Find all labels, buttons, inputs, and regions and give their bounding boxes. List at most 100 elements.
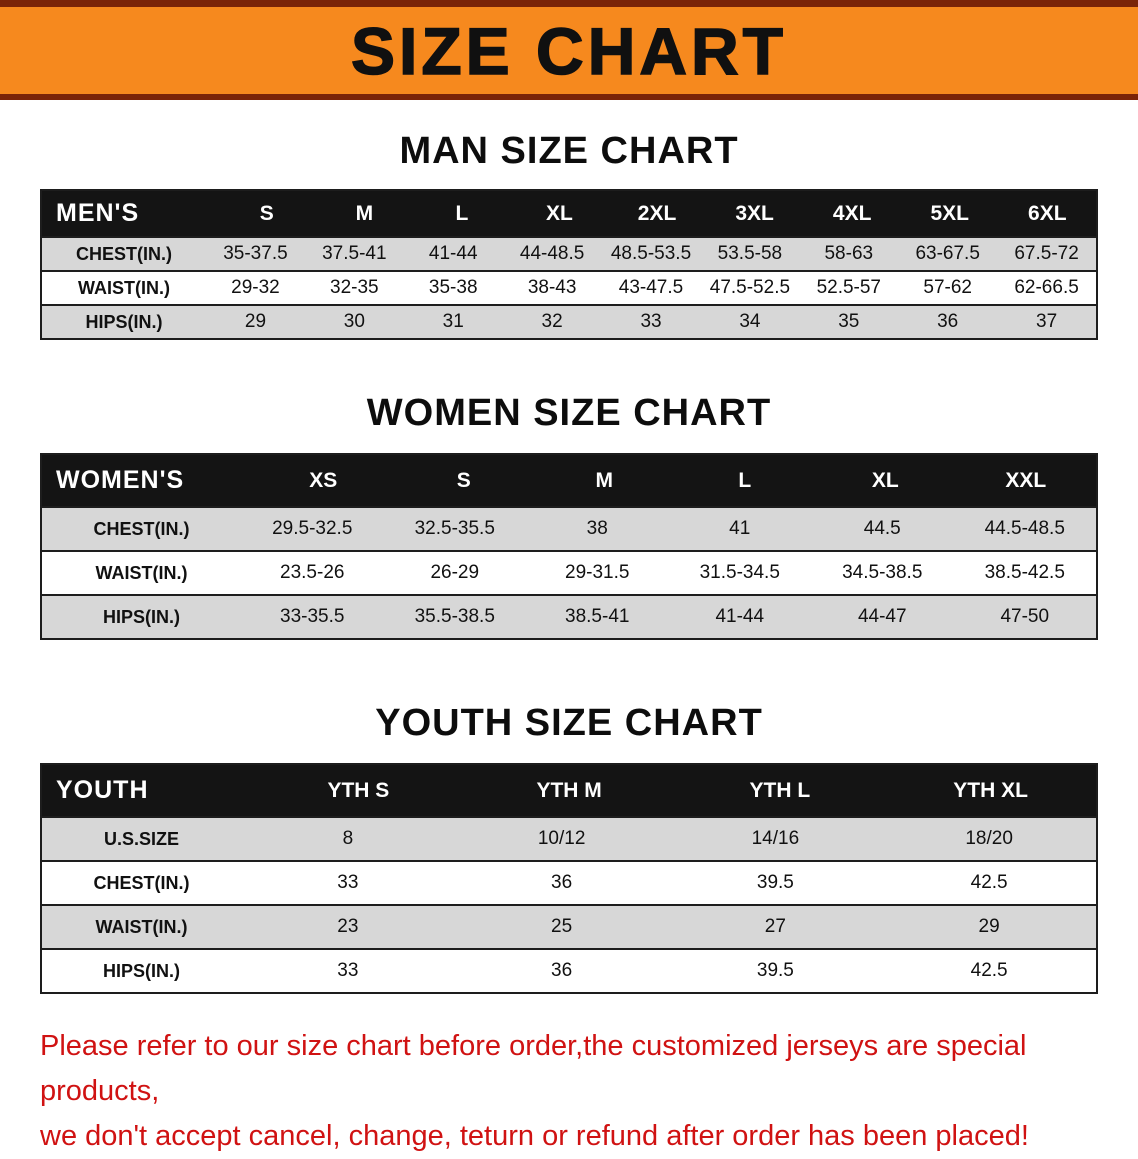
row-label-cell: HIPS(IN.) [85,311,163,332]
data-cell: 38 [586,518,608,539]
section-title-women: WOMEN SIZE CHART [366,392,772,434]
footer-note-line1: Please refer to our size chart before or… [40,1030,1027,1107]
data-cell: 31.5-34.5 [699,562,780,583]
data-cell: 36 [937,311,959,332]
data-cell: 30 [343,311,365,332]
data-cell: 44-48.5 [519,243,585,264]
data-cell: 52.5-57 [816,277,882,298]
data-cell: 37.5-41 [322,243,387,264]
data-cell: 36 [551,960,573,981]
data-cell: 47.5-52.5 [709,277,791,298]
data-cell: 58-63 [824,243,874,264]
data-cell: 29 [244,311,267,332]
data-cell: 8 [342,828,354,849]
data-cell: 48.5-53.5 [610,243,692,264]
data-cell: 57-62 [923,277,972,298]
header-cell: S [456,468,471,492]
row-label-cell: WAIST(IN.) [95,916,188,937]
data-cell: 26-29 [430,562,480,583]
data-cell: 39.5 [756,872,794,893]
data-cell: 29-32 [231,277,280,298]
youth-size-table: YOUTH YTH S YTH M YTH L YTH XL U.S.SIZE 8 10/12… [40,763,1098,994]
banner-title: SIZE CHART [350,13,787,89]
header-cell: 4XL [832,201,872,225]
data-cell: 44.5 [863,518,901,539]
table-row: HIPS(IN.) 33-35.5 35.5-38.5 38.5-41 41-44 44-… [42,596,1096,638]
row-label-cell: U.S.SIZE [103,828,179,849]
data-cell: 35 [838,311,860,332]
table-row: HIPS(IN.) 33 36 39.5 42.5 [42,950,1096,992]
table-header-row: MEN'S S M L XL 2XL 3XL 4XL 5XL 6XL [42,191,1096,238]
header-cell: 2XL [637,201,677,225]
header-cell: XXL [1005,468,1047,492]
header-cell: L [738,468,752,492]
data-cell: 33 [640,311,662,332]
data-cell: 44.5-48.5 [984,518,1065,539]
data-cell: 23 [337,916,359,937]
data-cell: 37 [1036,311,1058,332]
header-cell: M [595,468,614,492]
data-cell: 33-35.5 [280,606,345,627]
data-cell: 34 [739,311,761,332]
row-label-cell: WAIST(IN.) [95,562,188,583]
data-cell: 14/16 [751,828,800,849]
data-cell: 36 [551,872,573,893]
table-row: HIPS(IN.) 29 30 31 32 33 34 35 36 37 [42,306,1096,338]
data-cell: 62-66.5 [1014,277,1079,298]
row-label-cell: CHEST(IN.) [93,518,190,539]
table-row: WAIST(IN.) 29-32 32-35 35-38 38-43 43-47.5 47.… [42,272,1096,306]
section-title-man: MAN SIZE CHART [399,130,739,172]
row-label-cell: CHEST(IN.) [93,872,190,893]
data-cell: 67.5-72 [1014,243,1079,264]
data-cell: 44-47 [857,606,907,627]
data-cell: 38-43 [527,277,577,298]
header-cell: WOMEN'S [56,466,185,494]
row-label-cell: HIPS(IN.) [102,606,180,627]
row-label-cell: HIPS(IN.) [102,960,180,981]
data-cell: 32-35 [330,277,379,298]
header-cell: L [455,201,469,225]
data-cell: 41 [729,518,751,539]
data-cell: 39.5 [756,960,794,981]
data-cell: 42.5 [970,872,1008,893]
header-cell: YTH M [536,778,602,802]
data-cell: 10/12 [537,828,586,849]
data-cell: 18/20 [965,828,1013,849]
header-cell: 5XL [930,201,969,225]
table-row: U.S.SIZE 8 10/12 14/16 18/20 [42,818,1096,862]
footer-note-line2: we don't accept cancel, change, teturn o… [40,1119,1029,1152]
row-label-cell: CHEST(IN.) [76,243,172,264]
header-cell: YTH S [327,778,390,802]
data-cell: 35-38 [428,277,478,298]
data-cell: 25 [551,916,573,937]
row-label-cell: WAIST(IN.) [78,277,170,298]
header-cell: XL [871,468,899,492]
data-cell: 41-44 [428,243,478,264]
table-header-row: YOUTH YTH S YTH M YTH L YTH XL [42,765,1096,818]
data-cell: 43-47.5 [618,277,684,298]
data-cell: 38.5-41 [565,606,630,627]
data-cell: 42.5 [970,960,1008,981]
data-cell: 35.5-38.5 [414,606,495,627]
header-cell: 6XL [1028,201,1067,225]
header-cell: M [355,201,374,225]
data-cell: 38.5-42.5 [984,562,1065,583]
header-cell: MEN'S [56,199,140,227]
data-cell: 29-31.5 [565,562,630,583]
header-cell: YOUTH [56,776,149,804]
table-row: CHEST(IN.) 29.5-32.5 32.5-35.5 38 41 44.5 44.5… [42,508,1096,552]
header-cell: XS [309,468,338,492]
table-header-row: WOMEN'S XS S M L XL XXL [42,455,1096,508]
table-row: WAIST(IN.) 23 25 27 29 [42,906,1096,950]
data-cell: 34.5-38.5 [842,562,923,583]
women-size-table: WOMEN'S XS S M L XL XXL CHEST(IN.) 29.5-32.5 32.5… [40,453,1098,640]
header-cell: YTH L [749,778,811,802]
data-cell: 31 [442,311,464,332]
data-cell: 32.5-35.5 [414,518,495,539]
header-cell: XL [546,201,573,225]
data-cell: 29 [978,916,1000,937]
header-cell: YTH XL [953,778,1028,802]
header-cell: S [259,201,274,225]
data-cell: 32 [541,311,563,332]
